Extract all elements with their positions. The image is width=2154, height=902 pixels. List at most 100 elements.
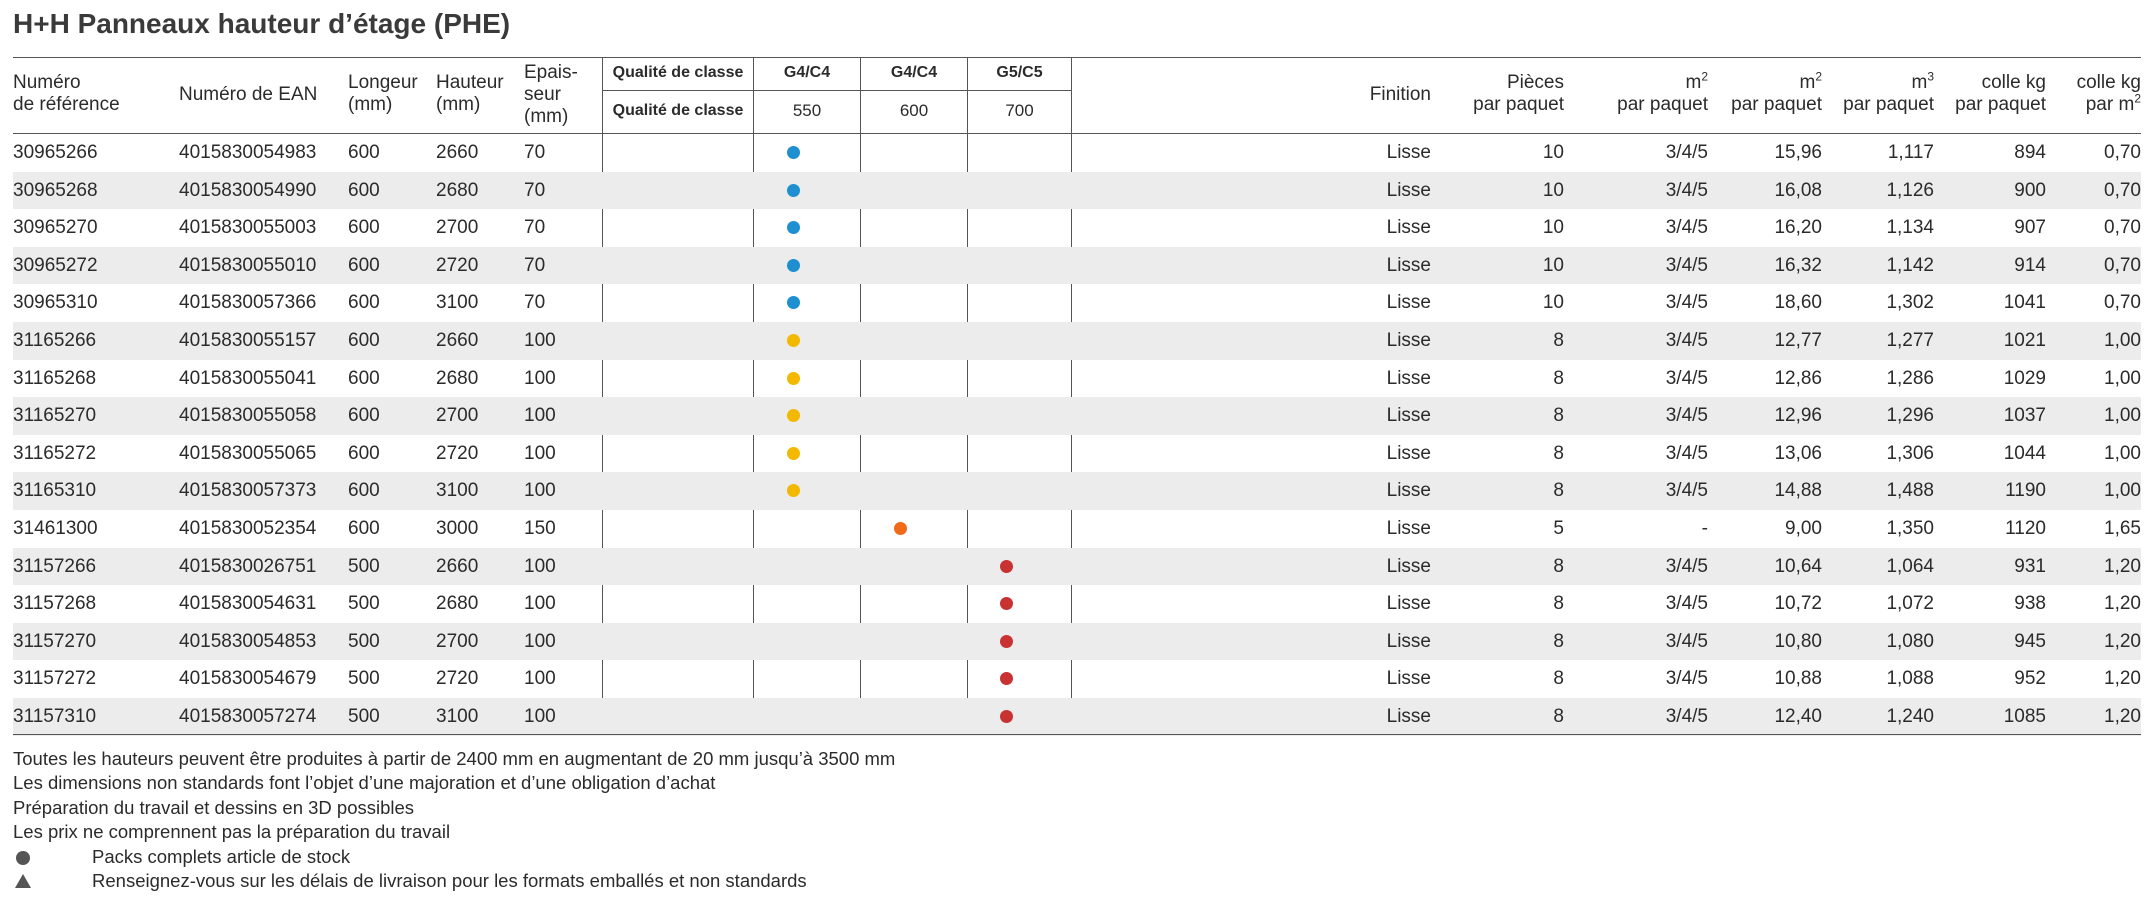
cell-finition: Lisse xyxy=(1386,668,1431,690)
cell-pieces: 10 xyxy=(1542,217,1564,239)
header-class2-top: G4/C4 xyxy=(890,64,938,81)
table-row: 31157272 4015830054679 500 2720 100 Lisse 8 3/4… xyxy=(13,660,2141,698)
header-epaisseur-line1: Epais- xyxy=(524,62,578,83)
cell-ref: 30965268 xyxy=(13,179,98,201)
header-class3-top: G5/C5 xyxy=(996,64,1043,81)
cell-m2-b: 12,86 xyxy=(1774,367,1822,389)
cell-m2-b: 12,77 xyxy=(1774,330,1822,351)
cell-ean: 4015830055010 xyxy=(179,254,317,276)
cell-ref: 31157268 xyxy=(13,593,97,615)
header-hauteur: Hauteur (mm) xyxy=(436,72,504,116)
cell-colle-kg: 1021 xyxy=(2003,330,2046,351)
cell-m2-b: 10,80 xyxy=(1774,630,1822,652)
table-bottom-rule xyxy=(13,734,2141,735)
cell-m3: 1,286 xyxy=(1886,367,1934,389)
cell-colle-m2: 0,70 xyxy=(2104,254,2141,276)
cell-epaisseur: 70 xyxy=(524,142,546,163)
cell-epaisseur: 100 xyxy=(524,480,556,502)
superscript-2: 2 xyxy=(1815,69,1822,84)
cell-colle-kg: 1190 xyxy=(2005,480,2046,502)
cell-colle-m2: 1,00 xyxy=(2104,367,2141,389)
cell-ean: 4015830055065 xyxy=(179,442,317,464)
cell-colle-m2: 1,20 xyxy=(2104,630,2141,652)
cell-colle-kg: 952 xyxy=(2014,668,2046,690)
header-epaisseur: Epais- seur (mm) xyxy=(524,62,578,128)
cell-ean: 4015830054983 xyxy=(179,142,317,163)
header-m3: m3 par paquet xyxy=(1824,71,1934,116)
header-colle-kg-line1: colle kg xyxy=(1981,72,2046,93)
cell-finition: Lisse xyxy=(1386,217,1431,239)
cell-m2-b: 16,20 xyxy=(1774,217,1822,239)
cell-ref: 31461300 xyxy=(13,518,98,539)
cell-m2-a: 3/4/5 xyxy=(1665,593,1708,615)
cell-pieces: 5 xyxy=(1553,518,1564,539)
table-row: 31165270 4015830055058 600 2700 100 Lisse 8 3/4… xyxy=(13,397,2141,435)
cell-m2-a: 3/4/5 xyxy=(1665,630,1708,652)
cell-finition: Lisse xyxy=(1386,706,1431,727)
cell-m2-b: 18,60 xyxy=(1774,292,1822,314)
header-m2b-line2: par paquet xyxy=(1731,94,1822,115)
cell-hauteur: 2700 xyxy=(436,630,479,652)
availability-dot-icon xyxy=(786,484,800,498)
cell-longueur: 500 xyxy=(348,630,380,652)
cell-m2-b: 16,08 xyxy=(1774,179,1822,201)
divider-line xyxy=(1071,57,1072,734)
cell-epaisseur: 150 xyxy=(524,518,556,539)
cell-ref: 30965310 xyxy=(13,292,98,314)
table-row: 30965268 4015830054990 600 2680 70 Lisse 10 3/4… xyxy=(13,171,2141,210)
availability-dot-icon xyxy=(786,146,800,159)
cell-ref: 31165272 xyxy=(13,442,97,464)
cell-pieces: 10 xyxy=(1542,142,1564,163)
cell-pieces: 10 xyxy=(1542,292,1564,314)
cell-longueur: 500 xyxy=(348,555,380,577)
cell-colle-kg: 1041 xyxy=(2003,292,2046,314)
cell-finition: Lisse xyxy=(1386,330,1431,351)
cell-epaisseur: 100 xyxy=(524,630,556,652)
cell-m3: 1,306 xyxy=(1886,442,1934,464)
cell-colle-kg: 931 xyxy=(2014,555,2046,577)
cell-m2-b: 10,64 xyxy=(1774,555,1822,577)
cell-m3: 1,072 xyxy=(1886,593,1934,615)
header-m3-line2: par paquet xyxy=(1843,94,1934,115)
cell-m2-a: 3/4/5 xyxy=(1665,142,1708,163)
cell-pieces: 8 xyxy=(1553,668,1564,690)
cell-m2-a: 3/4/5 xyxy=(1665,555,1708,577)
cell-m2-a: 3/4/5 xyxy=(1665,292,1708,314)
cell-hauteur: 2660 xyxy=(436,142,479,163)
cell-longueur: 600 xyxy=(348,405,380,427)
cell-epaisseur: 100 xyxy=(524,330,556,351)
cell-hauteur: 2680 xyxy=(436,593,479,615)
cell-pieces: 8 xyxy=(1553,367,1564,389)
header-epaisseur-line2: seur xyxy=(524,84,561,105)
cell-m2-a: 3/4/5 xyxy=(1665,330,1708,351)
availability-dot-icon xyxy=(786,409,800,423)
cell-ref: 31157270 xyxy=(13,630,97,652)
header-qualite-bottom: Qualité de classe xyxy=(612,102,744,119)
table-row: 30965266 4015830054983 600 2660 70 Lisse 10 3/4… xyxy=(13,134,2141,172)
header-bottom-rule xyxy=(13,133,2141,134)
cell-colle-kg: 1044 xyxy=(2003,442,2046,464)
header-pieces-line1: Pièces xyxy=(1506,72,1564,93)
cell-longueur: 500 xyxy=(348,706,380,727)
table-row: 31165268 4015830055041 600 2680 100 Lisse 8 3/4… xyxy=(13,360,2141,398)
header-longueur-line2: (mm) xyxy=(348,94,393,115)
cell-colle-kg: 907 xyxy=(2014,217,2046,239)
cell-colle-m2: 1,00 xyxy=(2104,330,2141,351)
cell-m3: 1,240 xyxy=(1886,706,1934,727)
cell-ean: 4015830054853 xyxy=(179,630,317,652)
table-row: 31157266 4015830026751 500 2660 100 Lisse 8 3/4… xyxy=(13,547,2141,586)
header-finition: Finition xyxy=(1369,84,1431,105)
cell-colle-kg: 1120 xyxy=(2005,518,2046,539)
cell-m2-b: 9,00 xyxy=(1785,518,1822,539)
availability-dot-icon xyxy=(786,371,800,385)
table-row: 31157268 4015830054631 500 2680 100 Lisse 8 3/4… xyxy=(13,585,2141,623)
cell-finition: Lisse xyxy=(1386,442,1431,464)
cell-hauteur: 3100 xyxy=(436,480,479,502)
header-m2a-line1: m2 xyxy=(1598,71,1708,94)
table-row: 31157270 4015830054853 500 2700 100 Lisse 8 3/4… xyxy=(13,622,2141,661)
header-colle-m2-unit: par m xyxy=(2085,94,2135,115)
header-ref-line2: de référence xyxy=(13,94,120,115)
cell-epaisseur: 70 xyxy=(524,217,546,239)
header-colle-m2: colle kg par m2 xyxy=(2040,72,2141,116)
cell-colle-kg: 1085 xyxy=(2003,706,2046,727)
